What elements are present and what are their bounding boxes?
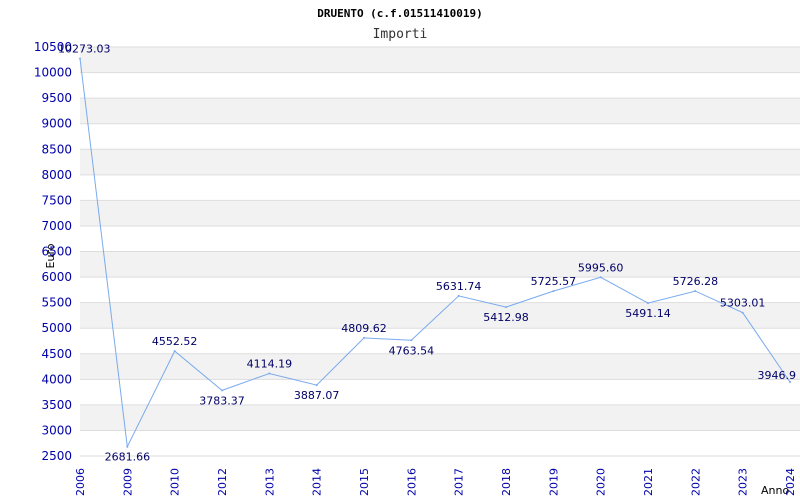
y-tick-label: 9000 [41,117,72,131]
y-tick-label: 8000 [41,168,72,182]
data-label: 4809.62 [341,322,387,335]
x-tick-label: 2024 [784,468,797,496]
data-label: 4763.54 [389,344,435,357]
y-tick-label: 3000 [41,423,72,437]
grid-band [80,149,800,175]
data-point [789,381,791,384]
data-label: 5412.98 [483,311,529,324]
data-point [268,372,271,375]
grid-band [80,404,800,431]
data-label: 5995.60 [578,261,624,274]
data-label: 2681.66 [105,451,151,464]
data-label: 4552.52 [152,335,198,348]
y-tick-label: 8500 [41,142,72,156]
data-point [694,290,697,293]
data-label: 10273.03 [58,43,111,56]
y-tick-label: 7500 [41,193,72,207]
data-point [647,302,649,305]
y-tick-label: 4500 [41,347,72,361]
x-tick-label: 2018 [500,468,513,496]
x-tick-label: 2009 [121,468,134,496]
x-tick-label: 2016 [405,468,418,496]
x-axis-ticks: 2006 2009 2010 2012 2013 2014 2015 2016 2017 2018… [74,468,797,496]
data-point [410,339,413,342]
y-axis-ticks: 2500 3000 3500 4000 4500 5000 5500 6000 6500 7000… [34,40,72,463]
x-tick-label: 2019 [547,468,560,496]
y-tick-label: 9500 [41,91,72,105]
grid-band [80,174,800,201]
data-point [173,350,176,353]
data-point [552,290,555,293]
grid-band [80,328,800,354]
y-tick-label: 4000 [41,372,72,386]
data-point [741,311,744,314]
x-tick-label: 2013 [263,468,276,496]
grid-band [80,98,800,124]
data-point [315,384,318,387]
grid-band [80,72,800,99]
chart-title: DRUENTO (c.f.01511410019) [317,7,483,20]
data-label: 5726.28 [673,275,719,288]
x-tick-label: 2010 [169,468,182,496]
y-tick-label: 6000 [41,270,72,284]
grid-band [80,353,800,380]
x-tick-label: 2022 [689,468,702,496]
x-tick-label: 2006 [74,468,87,496]
grid-bands [80,46,800,457]
data-label: 5725.57 [531,275,577,288]
grid-band [80,430,800,456]
y-tick-label: 7000 [41,219,72,233]
data-label: 4114.19 [247,357,293,370]
x-tick-label: 2015 [358,468,371,496]
grid-band [80,225,800,252]
data-label: 3783.37 [199,394,245,407]
grid-band [80,200,800,226]
y-tick-label: 5000 [41,321,72,335]
data-point [363,336,365,339]
data-label: 5303.01 [720,297,766,310]
series-line [79,58,791,449]
data-label: 3887.07 [294,389,340,402]
data-label: 5631.74 [436,280,482,293]
chart-subtitle: Importi [373,27,428,42]
grid-band [80,302,800,329]
x-tick-label: 2020 [595,468,608,496]
x-tick-label: 2017 [453,468,466,496]
data-label: 3946.9 [758,369,797,382]
data-label: 5491.14 [625,307,671,320]
x-axis-label: Anno [761,484,789,497]
y-tick-label: 2500 [41,449,72,463]
grid-band [80,379,800,405]
grid-band [80,277,800,303]
data-labels: 10273.03 2681.66 4552.52 3783.37 4114.19 3887… [58,43,796,464]
y-axis-label: Euro [44,243,57,268]
data-point [126,445,129,448]
data-point [599,276,602,279]
x-tick-label: 2014 [311,468,324,496]
x-tick-label: 2012 [216,468,229,496]
x-tick-label: 2021 [642,468,655,496]
grid-band [80,123,800,150]
grid-band [80,47,800,73]
data-point [79,57,81,60]
grid-band [80,251,800,278]
data-point [457,294,460,297]
y-tick-label: 5500 [41,296,72,310]
data-point [221,389,223,392]
x-tick-label: 2023 [737,468,750,496]
y-tick-label: 3500 [41,398,72,412]
y-tick-label: 10000 [34,66,72,80]
data-point [505,306,507,309]
y-tick-label: 6500 [41,245,72,259]
y-tick-label: 10500 [34,40,72,54]
